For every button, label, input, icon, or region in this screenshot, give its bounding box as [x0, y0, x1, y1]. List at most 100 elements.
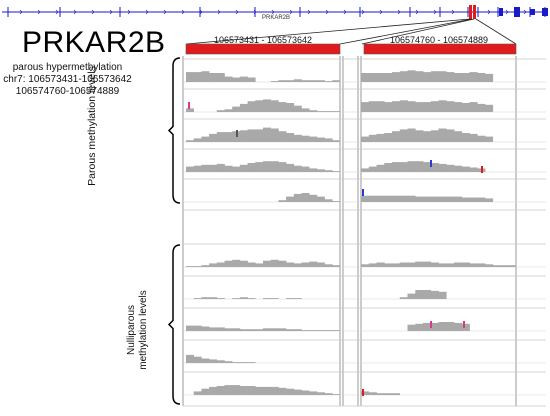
signal-bar-row8-region-2 — [438, 322, 447, 331]
signal-bar-row3-region-2 — [399, 129, 408, 142]
signal-bar-row10-region-1 — [209, 386, 218, 395]
signal-bar-row7-region-2 — [430, 290, 439, 299]
signal-bar-row1-region-2 — [454, 73, 463, 82]
signal-bar-row4-region-1 — [286, 163, 295, 172]
region-bar-2 — [363, 43, 517, 55]
signal-bar-row4-region-1 — [270, 161, 279, 172]
signal-bar-row2-region-1 — [301, 108, 310, 112]
zoom-line-mid-1 — [339, 18, 473, 45]
signal-bar-row3-region-1 — [201, 136, 210, 142]
signal-bar-row4-region-2 — [361, 168, 370, 172]
signal-bar-row2-region-2 — [384, 102, 393, 112]
strand-arrow — [289, 9, 293, 15]
signal-bar-row3-region-2 — [446, 129, 455, 142]
signal-bar-row3-region-1 — [270, 128, 279, 142]
signal-bar-row3-region-2 — [477, 135, 486, 142]
zoom-line-mid-2 — [361, 18, 475, 45]
signal-bar-row10-region-1 — [247, 386, 256, 395]
signal-bar-row1-region-1 — [201, 71, 210, 82]
signal-bar-row1-region-2 — [485, 73, 494, 82]
region-highlight — [469, 5, 472, 19]
signal-bar-row1-region-1 — [216, 73, 225, 82]
signal-bar-row9-region-1 — [186, 354, 194, 363]
signal-bar-row4-region-2 — [469, 167, 478, 172]
strand-arrow — [325, 9, 329, 15]
signal-bar-row7-region-1 — [263, 298, 271, 299]
signal-bar-row10-region-2 — [368, 392, 377, 395]
signal-bar-row6-region-1 — [216, 262, 225, 267]
signal-bar-row5-region-2 — [376, 195, 385, 202]
signal-bar-row5-region-2 — [384, 195, 393, 202]
signal-bar-row3-region-1 — [255, 129, 264, 142]
signal-bar-row4-region-1 — [263, 161, 271, 172]
signal-bar-row7-region-2 — [407, 293, 416, 299]
signal-bar-row4-region-1 — [186, 166, 194, 172]
signal-bar-row2-region-1 — [316, 111, 325, 112]
signal-bar-row6-region-1 — [301, 262, 310, 267]
strand-arrow — [487, 9, 491, 15]
signal-bar-row6-region-2 — [368, 263, 377, 267]
signal-bar-row3-region-1 — [216, 132, 225, 142]
signal-bar-row1-region-1 — [286, 80, 295, 82]
strand-arrow — [397, 9, 401, 15]
signal-bar-row3-region-2 — [368, 134, 377, 142]
signal-bar-row9-region-1 — [247, 362, 256, 363]
signal-bar-row2-region-1 — [309, 110, 318, 112]
signal-bar-row6-region-2 — [461, 262, 470, 267]
signal-bar-row5-region-2 — [438, 196, 447, 202]
signal-bar-row4-region-1 — [232, 166, 241, 172]
strand-arrow — [127, 9, 131, 15]
signal-bar-row4-region-1 — [316, 169, 325, 172]
exon-block-3 — [542, 8, 548, 16]
signal-bar-row6-region-1 — [263, 260, 271, 267]
signal-bar-row1-region-2 — [446, 72, 455, 82]
strand-arrow — [253, 9, 257, 15]
signal-bar-row1-region-1 — [332, 80, 341, 82]
signal-bar-row8-region-2 — [407, 324, 416, 331]
signal-bar-row8-region-1 — [224, 328, 233, 331]
signal-bar-row2-region-1 — [232, 106, 241, 112]
signal-bar-row4-region-1 — [309, 168, 318, 172]
variant-marker-4 — [430, 321, 432, 328]
signal-bar-row6-region-1 — [316, 262, 325, 267]
signal-bar-row1-region-1 — [186, 72, 194, 82]
signal-bar-row10-region-2 — [384, 393, 393, 395]
signal-bar-row3-region-1 — [278, 131, 287, 142]
signal-bar-row2-region-2 — [477, 103, 486, 112]
signal-bar-row9-region-1 — [224, 361, 233, 363]
signal-bar-row8-region-1 — [193, 325, 202, 331]
signal-bar-row9-region-1 — [232, 362, 241, 363]
signal-bar-row10-region-2 — [376, 393, 385, 395]
signal-bar-row1-region-1 — [247, 77, 256, 82]
signal-bar-row5-region-2 — [399, 195, 408, 202]
signal-bar-row2-region-1 — [270, 100, 279, 112]
signal-bar-row10-region-1 — [324, 393, 333, 395]
signal-bar-row8-region-1 — [301, 330, 310, 331]
signal-bar-row5-region-2 — [461, 197, 470, 202]
signal-bar-row5-region-1 — [309, 194, 318, 202]
signal-bar-row4-region-1 — [324, 170, 333, 172]
strand-arrow — [181, 9, 185, 15]
strand-arrow — [271, 9, 275, 15]
signal-bar-row2-region-2 — [430, 101, 439, 112]
signal-bar-row2-region-1 — [286, 103, 295, 112]
signal-bar-row6-region-2 — [438, 263, 447, 267]
signal-bar-row1-region-1 — [270, 81, 279, 82]
signal-bar-row5-region-2 — [446, 196, 455, 202]
variant-marker-0 — [430, 160, 432, 167]
signal-bar-row4-region-2 — [399, 162, 408, 172]
signal-bar-row3-region-1 — [332, 140, 341, 142]
signal-bar-row10-region-1 — [239, 386, 248, 395]
signal-bar-row5-region-2 — [423, 196, 432, 202]
signal-bar-row10-region-1 — [201, 388, 210, 395]
signal-bar-row10-region-1 — [316, 392, 325, 395]
signal-bar-row4-region-1 — [239, 164, 248, 172]
signal-bar-row5-region-2 — [415, 196, 424, 202]
signal-bar-row2-region-1 — [247, 101, 256, 112]
signal-bar-row5-region-2 — [485, 198, 494, 202]
signal-bar-row2-region-2 — [423, 102, 432, 112]
signal-bar-row2-region-1 — [278, 102, 287, 112]
signal-bar-row1-region-1 — [232, 77, 241, 82]
signal-bar-row10-region-1 — [309, 391, 318, 395]
